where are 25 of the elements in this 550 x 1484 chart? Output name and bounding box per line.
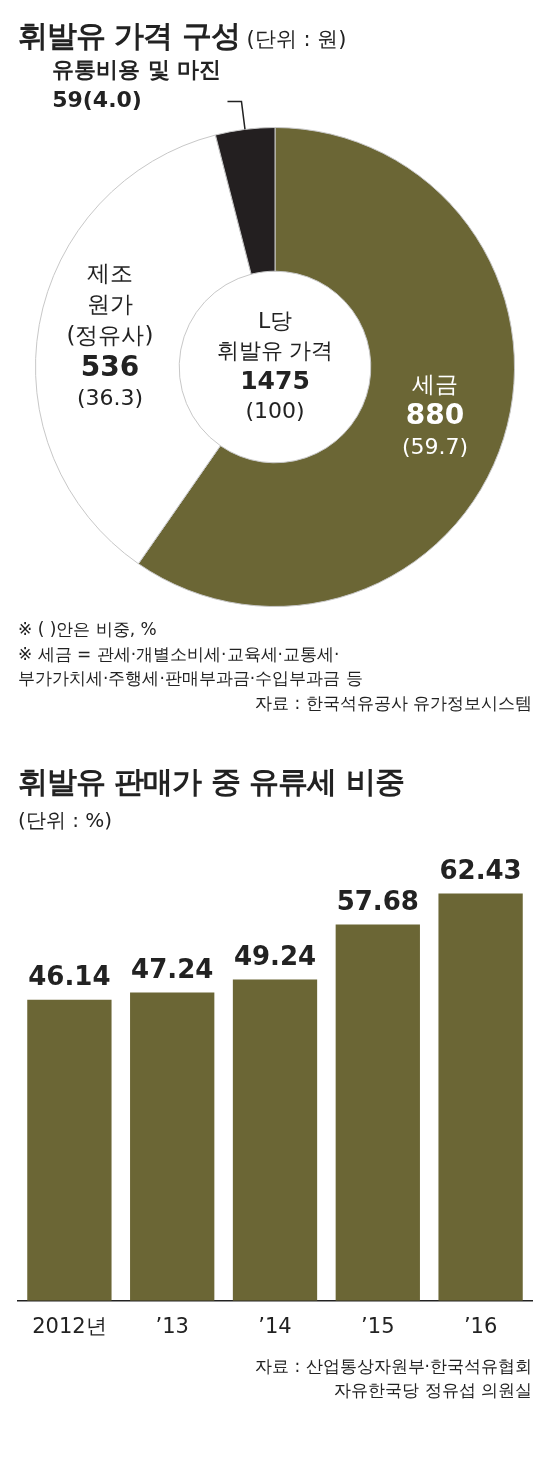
x-tick-label: ’15: [361, 1313, 395, 1338]
x-tick-label: ’14: [258, 1313, 292, 1338]
data-label: 49.24: [233, 940, 317, 971]
data-label: 536 (36.3): [76, 349, 144, 411]
data-label: 62.43: [439, 854, 522, 885]
text: ※ ( )안은 비중, %: [18, 618, 158, 641]
data-label: 59(4.0): [52, 87, 142, 113]
chart-title: 휘발유 판매가 중 유류세 비중: [17, 762, 405, 801]
data-label: 47.24: [131, 953, 214, 984]
text: L당 휘발유 가격 1475 (100): [216, 307, 334, 423]
x-tick-label: ’16: [463, 1313, 498, 1338]
chart-subtitle: (단위 : 원): [245, 27, 347, 51]
data-label: 57.68: [336, 885, 419, 916]
text: 자료 : 산업통상자원부·한국석유협회 자유한국당 정유섭 의원실: [254, 1354, 532, 1403]
text: ※ 세금 = 관세·개별소비세·교육세·교통세· 부가가치세·주행세·판매부과금·수입부과금 등: [18, 642, 364, 691]
chart-title: 휘발유 가격 구성: [18, 18, 240, 53]
chart-subtitle: (단위 : %): [17, 806, 114, 834]
x-tick-label: 2012년: [32, 1313, 107, 1338]
text: 자료 : 한국석유공사 유가정보시스템: [254, 691, 532, 715]
x-tick-label: ’13: [155, 1313, 189, 1338]
slice-label: 제조 원가 (정유사): [66, 260, 154, 349]
data-label: 46.14: [28, 961, 111, 992]
data-label: 880 (59.7): [401, 398, 469, 459]
slice-label: 유통비용 및 마진: [52, 57, 222, 83]
slice-label: 세금: [411, 371, 458, 398]
